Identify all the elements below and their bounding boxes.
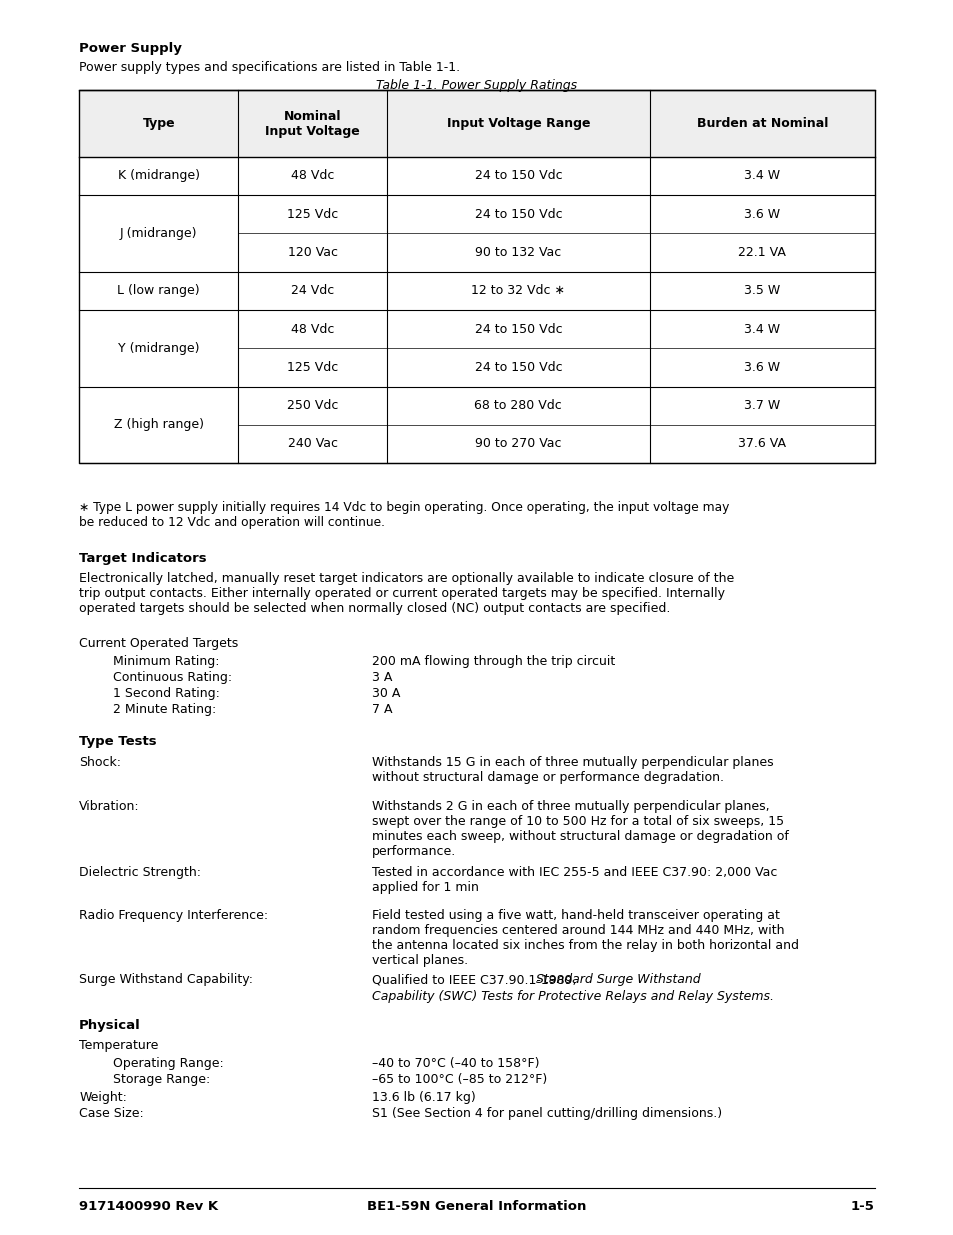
Bar	[79, 90, 874, 157]
Text: –65 to 100°C (–85 to 212°F): –65 to 100°C (–85 to 212°F)	[372, 1073, 547, 1087]
Text: 24 to 150 Vdc: 24 to 150 Vdc	[474, 361, 561, 374]
Text: 13.6 lb (6.17 kg): 13.6 lb (6.17 kg)	[372, 1091, 476, 1104]
Text: 48 Vdc: 48 Vdc	[291, 169, 335, 183]
Text: 24 to 150 Vdc: 24 to 150 Vdc	[474, 207, 561, 221]
Text: 125 Vdc: 125 Vdc	[287, 361, 338, 374]
Text: Type Tests: Type Tests	[79, 735, 156, 748]
Text: 3.5 W: 3.5 W	[743, 284, 780, 298]
Text: 7 A: 7 A	[372, 703, 392, 716]
Text: Z (high range): Z (high range)	[113, 419, 204, 431]
Text: 120 Vac: 120 Vac	[288, 246, 337, 259]
Text: Electronically latched, manually reset target indicators are optionally availabl: Electronically latched, manually reset t…	[79, 572, 734, 615]
Text: Current Operated Targets: Current Operated Targets	[79, 637, 238, 651]
Text: Radio Frequency Interference:: Radio Frequency Interference:	[79, 909, 268, 923]
Text: 3.4 W: 3.4 W	[743, 322, 780, 336]
Text: Capability (SWC) Tests for Protective Relays and Relay Systems.: Capability (SWC) Tests for Protective Re…	[372, 990, 773, 1003]
Text: 24 to 150 Vdc: 24 to 150 Vdc	[474, 169, 561, 183]
Text: 90 to 132 Vac: 90 to 132 Vac	[475, 246, 561, 259]
Text: Table 1-1. Power Supply Ratings: Table 1-1. Power Supply Ratings	[376, 79, 577, 93]
Text: Power Supply: Power Supply	[79, 42, 182, 56]
Text: 3.4 W: 3.4 W	[743, 169, 780, 183]
Text: 3.6 W: 3.6 W	[743, 207, 780, 221]
Text: Y (midrange): Y (midrange)	[118, 342, 199, 354]
Text: 250 Vdc: 250 Vdc	[287, 399, 338, 412]
Text: 200 mA flowing through the trip circuit: 200 mA flowing through the trip circuit	[372, 655, 615, 668]
Text: Withstands 2 G in each of three mutually perpendicular planes,
swept over the ra: Withstands 2 G in each of three mutually…	[372, 800, 788, 858]
Text: Dielectric Strength:: Dielectric Strength:	[79, 866, 201, 879]
Text: Weight:: Weight:	[79, 1091, 127, 1104]
Text: Tested in accordance with IEC 255-5 and IEEE C37.90: 2,000 Vac
applied for 1 min: Tested in accordance with IEC 255-5 and …	[372, 866, 777, 894]
Text: L (low range): L (low range)	[117, 284, 200, 298]
Text: Nominal
Input Voltage: Nominal Input Voltage	[265, 110, 359, 137]
Text: 3.7 W: 3.7 W	[743, 399, 780, 412]
Text: 240 Vac: 240 Vac	[288, 437, 337, 451]
Text: S1 (See Section 4 for panel cutting/drilling dimensions.): S1 (See Section 4 for panel cutting/dril…	[372, 1107, 721, 1120]
Text: Case Size:: Case Size:	[79, 1107, 144, 1120]
Text: Temperature: Temperature	[79, 1039, 158, 1052]
Text: Surge Withstand Capability:: Surge Withstand Capability:	[79, 973, 253, 987]
Text: 22.1 VA: 22.1 VA	[738, 246, 785, 259]
Text: 3 A: 3 A	[372, 671, 392, 684]
Text: Qualified to IEEE C37.90.1-1989,: Qualified to IEEE C37.90.1-1989,	[372, 973, 580, 987]
Text: Continuous Rating:: Continuous Rating:	[112, 671, 232, 684]
Text: 1 Second Rating:: 1 Second Rating:	[112, 687, 219, 700]
Text: Physical: Physical	[79, 1019, 141, 1032]
Text: 68 to 280 Vdc: 68 to 280 Vdc	[474, 399, 561, 412]
Text: Standard Surge Withstand: Standard Surge Withstand	[536, 973, 700, 987]
Bar	[79, 90, 874, 463]
Text: 24 Vdc: 24 Vdc	[291, 284, 334, 298]
Text: 24 to 150 Vdc: 24 to 150 Vdc	[474, 322, 561, 336]
Text: –40 to 70°C (–40 to 158°F): –40 to 70°C (–40 to 158°F)	[372, 1057, 539, 1071]
Text: 48 Vdc: 48 Vdc	[291, 322, 335, 336]
Text: ∗ Type L power supply initially requires 14 Vdc to begin operating. Once operati: ∗ Type L power supply initially requires…	[79, 501, 729, 530]
Text: Operating Range:: Operating Range:	[112, 1057, 223, 1071]
Text: K (midrange): K (midrange)	[117, 169, 199, 183]
Text: Shock:: Shock:	[79, 756, 121, 769]
Text: J (midrange): J (midrange)	[120, 227, 197, 240]
Text: Storage Range:: Storage Range:	[112, 1073, 210, 1087]
Text: 90 to 270 Vac: 90 to 270 Vac	[475, 437, 561, 451]
Text: 1-5: 1-5	[850, 1200, 874, 1214]
Text: Vibration:: Vibration:	[79, 800, 140, 814]
Text: Minimum Rating:: Minimum Rating:	[112, 655, 219, 668]
Text: 37.6 VA: 37.6 VA	[738, 437, 785, 451]
Text: Field tested using a five watt, hand-held transceiver operating at
random freque: Field tested using a five watt, hand-hel…	[372, 909, 799, 967]
Text: 2 Minute Rating:: 2 Minute Rating:	[112, 703, 215, 716]
Text: 12 to 32 Vdc ∗: 12 to 32 Vdc ∗	[471, 284, 565, 298]
Text: 125 Vdc: 125 Vdc	[287, 207, 338, 221]
Text: Input Voltage Range: Input Voltage Range	[446, 117, 590, 130]
Text: BE1-59N General Information: BE1-59N General Information	[367, 1200, 586, 1214]
Text: 9171400990 Rev K: 9171400990 Rev K	[79, 1200, 218, 1214]
Text: Type: Type	[142, 117, 174, 130]
Text: 3.6 W: 3.6 W	[743, 361, 780, 374]
Text: Target Indicators: Target Indicators	[79, 552, 207, 566]
Text: Withstands 15 G in each of three mutually perpendicular planes
without structura: Withstands 15 G in each of three mutuall…	[372, 756, 773, 784]
Text: Power supply types and specifications are listed in Table 1-1.: Power supply types and specifications ar…	[79, 61, 460, 74]
Text: Burden at Nominal: Burden at Nominal	[696, 117, 827, 130]
Text: 30 A: 30 A	[372, 687, 400, 700]
